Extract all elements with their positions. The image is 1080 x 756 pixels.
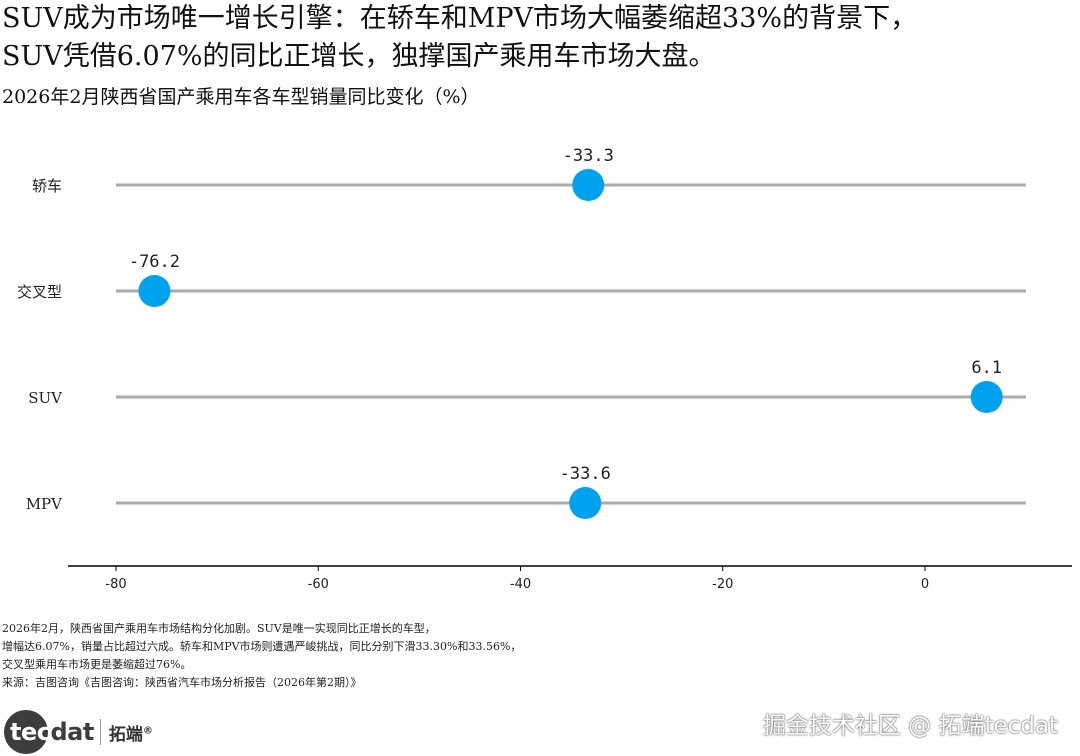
x-tick-label: -20 <box>712 577 733 592</box>
x-tick-label: -60 <box>308 577 329 592</box>
chart-notes: 2026年2月，陕西省国产乘用车市场结构分化加剧。SUV是唯一实现同比正增长的车… <box>2 620 521 692</box>
tecdat-logo: tecdat 拓端® <box>4 710 153 754</box>
logo-wordmark: tecdat <box>10 718 94 746</box>
data-label: -33.3 <box>563 146 614 166</box>
data-point <box>970 381 1003 413</box>
x-tick-label: -40 <box>510 577 531 592</box>
logo-separator <box>99 719 101 745</box>
dot-chart: 轿车 -33.3 交叉型 -76.2 SUV 6.1 MPV -33.6 -80 -60 -40 -2… <box>17 146 1072 592</box>
logo-cn-text: 拓端® <box>108 724 153 745</box>
data-label: -76.2 <box>129 252 180 272</box>
category-label: SUV <box>28 389 63 407</box>
note-line: 交叉型乘用车市场更是萎缩超过76%。 <box>2 658 192 671</box>
title-line-1: SUV成为市场唯一增长引擎：在轿车和MPV市场大幅萎缩超33%的背景下， <box>2 3 918 34</box>
title-line-2: SUV凭借6.07%的同比正增长，独撑国产乘用车市场大盘。 <box>2 41 716 72</box>
data-point <box>569 487 602 519</box>
data-point <box>572 169 605 201</box>
note-line: 2026年2月，陕西省国产乘用车市场结构分化加剧。SUV是唯一实现同比正增长的车… <box>2 622 436 635</box>
category-label: 轿车 <box>32 177 62 195</box>
source-line: 来源：吉图咨询《吉图咨询：陕西省汽车市场分析报告（2026年第2期）》 <box>2 676 362 689</box>
chart-subtitle: 2026年2月陕西省国产乘用车各车型销量同比变化（%） <box>2 86 480 108</box>
watermark: 掘金技术社区 @ 拓端tecdat <box>762 713 1058 739</box>
x-tick-label: 0 <box>921 577 929 592</box>
category-label: 交叉型 <box>17 283 62 301</box>
category-label: MPV <box>26 495 63 513</box>
note-line: 增幅达6.07%，销量占比超过六成。轿车和MPV市场则遭遇严峻挑战，同比分别下滑… <box>2 640 522 653</box>
data-point <box>138 275 171 307</box>
x-tick-label: -80 <box>105 577 126 592</box>
data-label: 6.1 <box>971 358 1002 378</box>
logo-circle <box>4 710 48 754</box>
chart-title: SUV成为市场唯一增长引擎：在轿车和MPV市场大幅萎缩超33%的背景下， SUV… <box>2 0 1072 76</box>
data-label: -33.6 <box>560 464 611 484</box>
